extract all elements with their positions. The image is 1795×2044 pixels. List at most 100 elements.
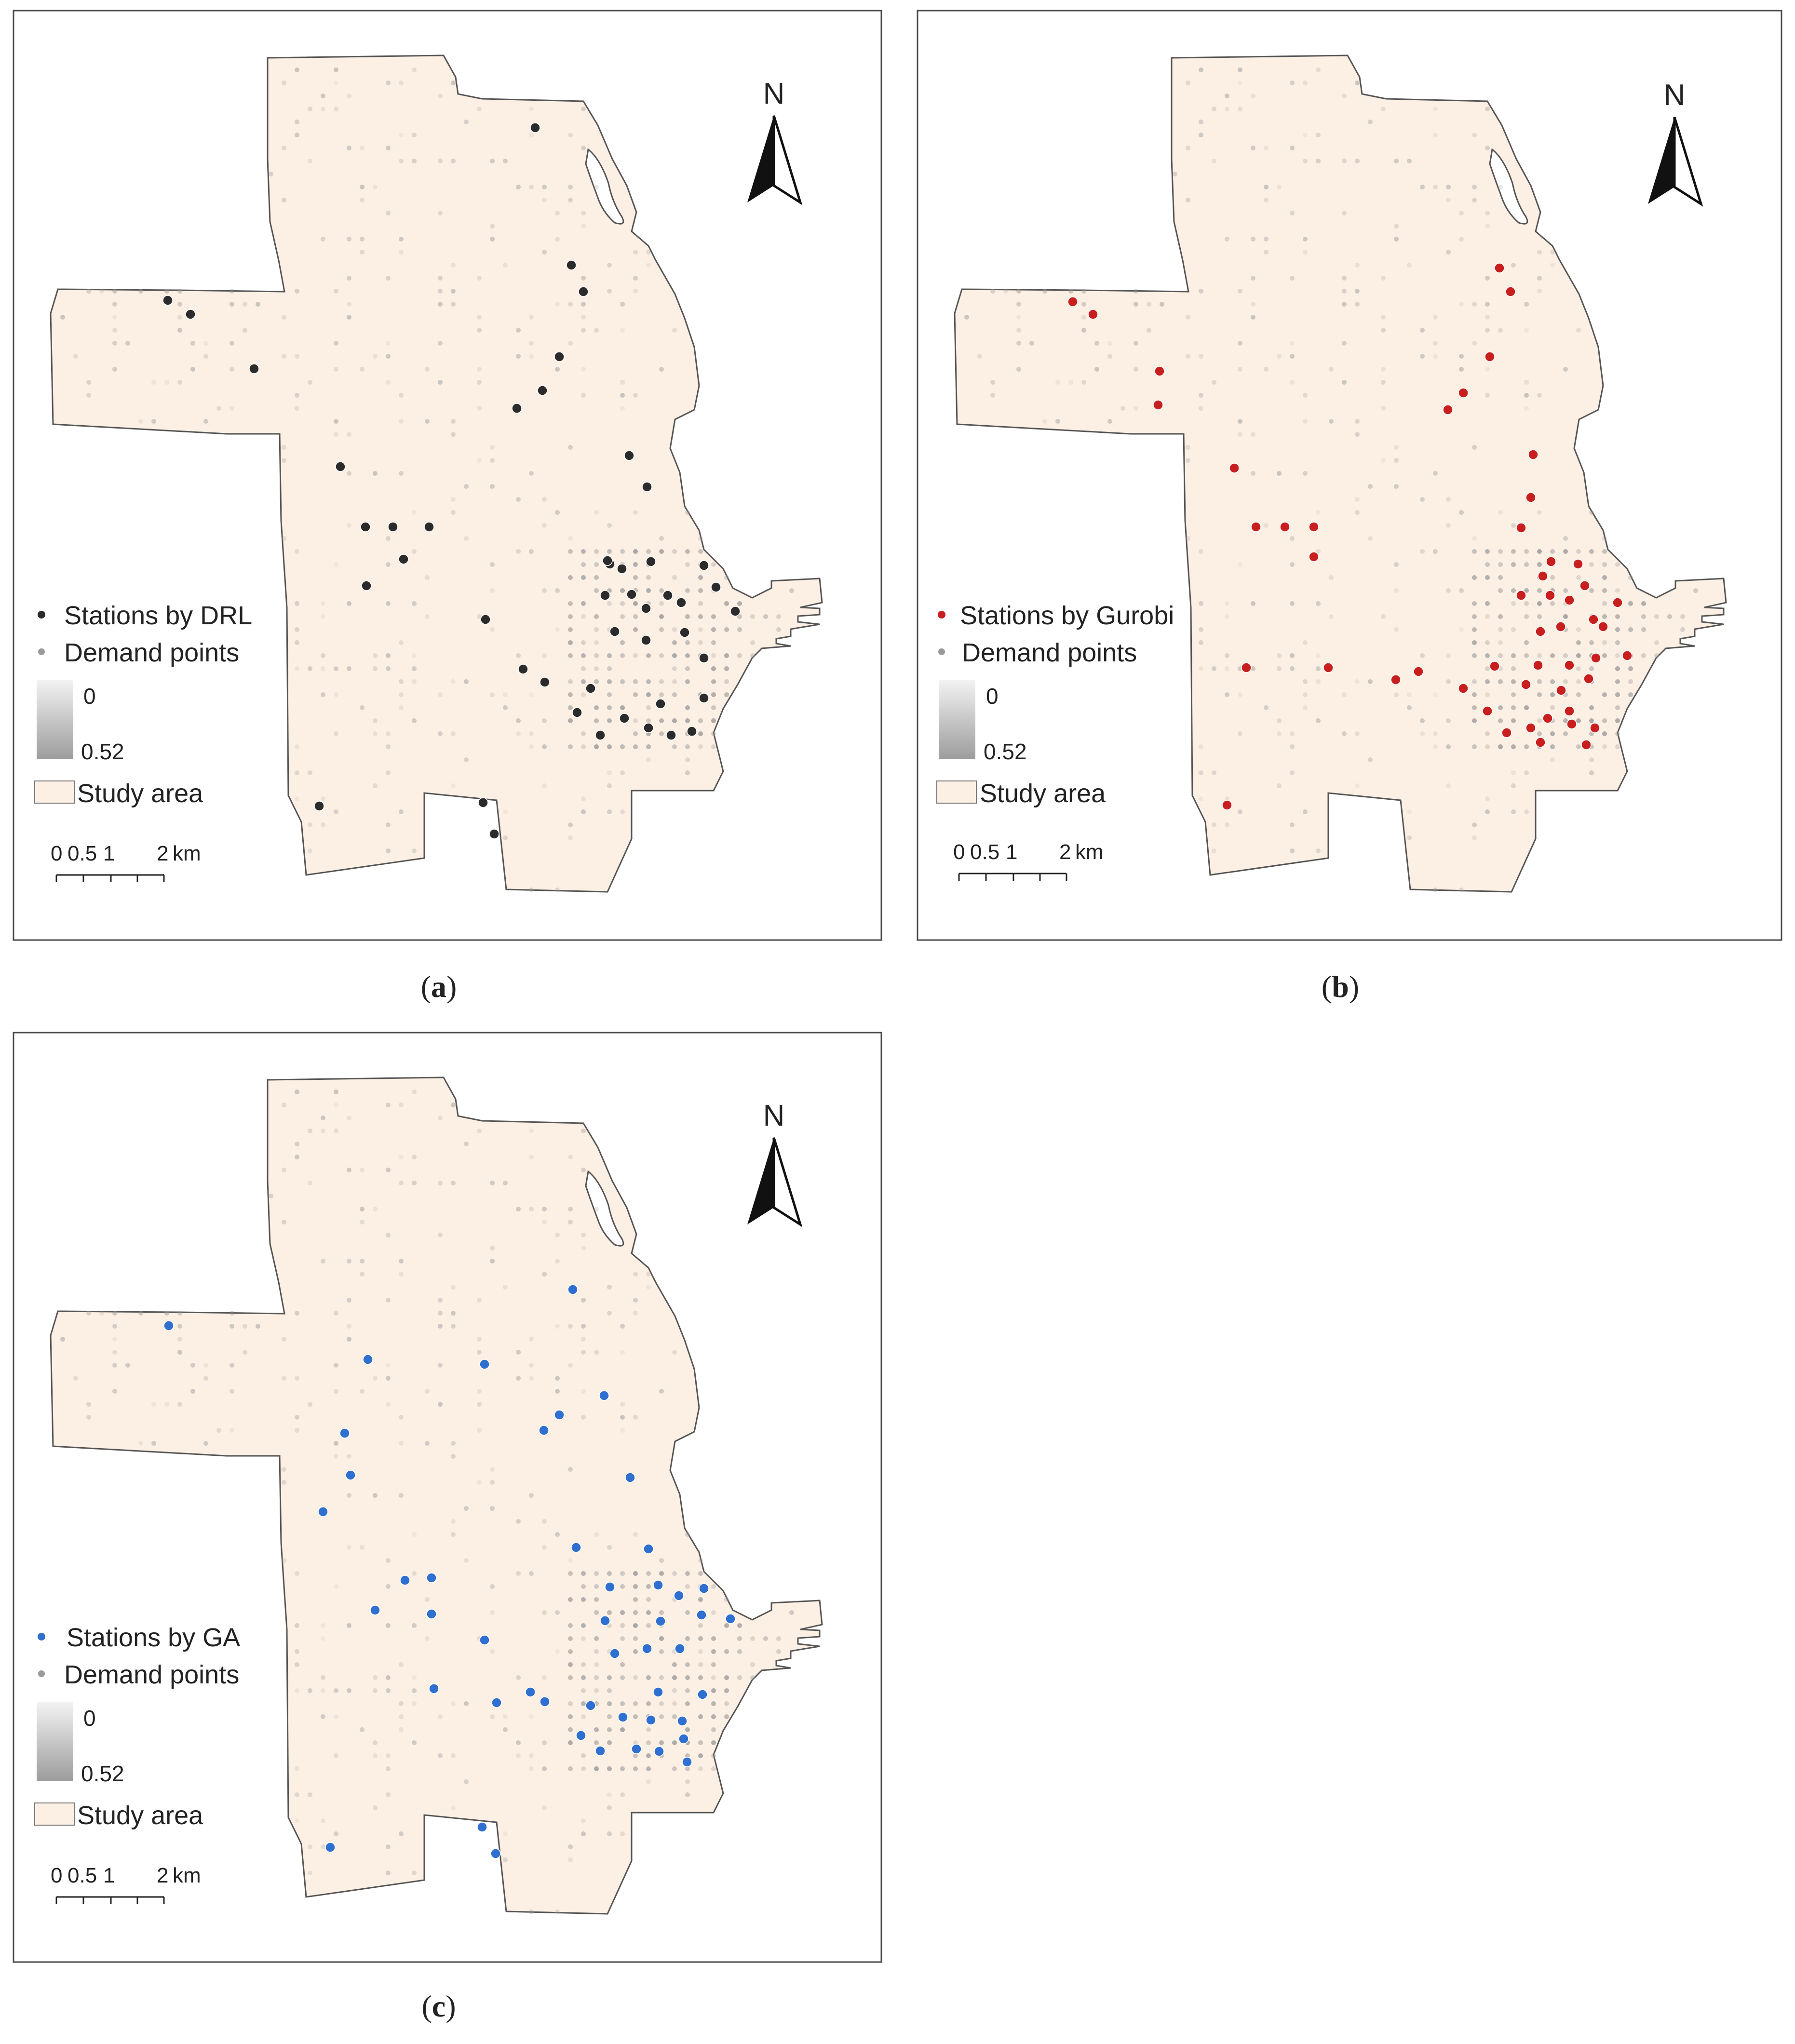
demand-point	[399, 809, 404, 814]
demand-point	[1550, 731, 1555, 736]
demand-point	[1316, 718, 1321, 723]
demand-point	[425, 575, 430, 580]
demand-point	[308, 1129, 312, 1133]
demand-point	[685, 1610, 690, 1615]
demand-point	[412, 679, 417, 684]
demand-point	[1498, 627, 1503, 632]
demand-point	[1394, 237, 1399, 242]
demand-point	[555, 302, 560, 307]
demand-point	[1225, 822, 1229, 827]
demand-point	[490, 627, 495, 632]
demand-point	[711, 1662, 716, 1667]
demand-point	[1472, 601, 1477, 606]
demand-point	[1524, 640, 1529, 645]
demand-point	[1251, 432, 1255, 437]
demand-point	[386, 1363, 391, 1368]
demand-point	[516, 185, 521, 189]
demand-point	[1485, 640, 1490, 645]
demand-point	[360, 250, 364, 255]
station-point	[600, 590, 610, 601]
station-point	[479, 1635, 490, 1645]
station-point	[595, 1746, 606, 1756]
demand-point	[1472, 185, 1477, 189]
demand-point	[568, 1571, 573, 1576]
demand-point	[399, 1155, 404, 1159]
demand-point	[1537, 250, 1542, 255]
demand-point	[659, 614, 664, 619]
demand-point	[425, 1636, 430, 1641]
demand-point	[386, 1298, 391, 1303]
demand-point	[581, 211, 586, 215]
demand-point	[412, 1675, 417, 1680]
demand-point	[399, 237, 404, 242]
demand-point	[347, 523, 351, 528]
demand-point	[1342, 276, 1347, 281]
demand-point	[763, 1636, 768, 1641]
demand-point	[451, 1701, 456, 1706]
demand-point	[1068, 380, 1073, 385]
demand-point	[1654, 614, 1659, 619]
station-points	[163, 1284, 736, 1859]
demand-point	[1498, 185, 1503, 189]
demand-point	[477, 1129, 482, 1133]
station-point	[1067, 296, 1078, 307]
demand-point	[1290, 848, 1295, 853]
demand-point	[1472, 744, 1477, 749]
demand-point	[399, 640, 404, 645]
demand-point	[1264, 705, 1269, 710]
demand-point	[529, 1493, 534, 1498]
demand-point	[334, 432, 338, 437]
demand-point	[646, 1753, 651, 1758]
legend-demand-symbol	[38, 648, 45, 655]
station-point	[600, 1615, 610, 1626]
demand-point	[1264, 523, 1269, 528]
demand-point	[620, 809, 625, 814]
demand-point	[360, 146, 364, 150]
demand-point	[1446, 497, 1451, 502]
demand-point	[451, 510, 456, 515]
station-point	[1583, 673, 1594, 684]
demand-point	[633, 510, 638, 515]
demand-point	[594, 1571, 599, 1576]
demand-point	[1094, 367, 1099, 372]
demand-point	[386, 1688, 391, 1693]
demand-point	[1303, 237, 1308, 242]
demand-point	[646, 1701, 651, 1706]
demand-point	[412, 1623, 417, 1628]
demand-point	[594, 562, 599, 567]
demand-point	[490, 692, 495, 697]
demand-point	[620, 1636, 625, 1641]
demand-point	[581, 601, 586, 606]
demand-point	[282, 1558, 286, 1563]
demand-point	[1615, 718, 1620, 723]
demand-point	[1199, 133, 1203, 137]
demand-point	[334, 1363, 338, 1368]
demand-point	[685, 757, 690, 762]
demand-point	[555, 1610, 560, 1615]
demand-point	[1472, 198, 1477, 202]
legend-study-area-swatch	[34, 780, 75, 804]
demand-point	[1342, 302, 1347, 307]
demand-point	[282, 146, 286, 150]
demand-point	[1316, 601, 1321, 606]
demand-point	[490, 445, 495, 450]
demand-point	[1537, 614, 1542, 619]
demand-point	[334, 1103, 338, 1107]
demand-point	[607, 770, 612, 775]
demand-point	[1225, 666, 1229, 671]
legend-station-symbol	[38, 1633, 45, 1641]
demand-point	[1498, 744, 1503, 749]
demand-point	[685, 705, 690, 710]
demand-point	[633, 692, 638, 697]
demand-point	[386, 1844, 391, 1849]
demand-point	[776, 1636, 781, 1641]
demand-point	[1381, 367, 1386, 372]
demand-point	[685, 1675, 690, 1680]
station-point	[318, 1506, 328, 1517]
demand-point	[1225, 107, 1229, 111]
demand-point	[724, 601, 729, 606]
demand-point	[685, 744, 690, 749]
demand-point	[412, 549, 417, 554]
demand-point	[1511, 718, 1516, 723]
station-point	[479, 1359, 490, 1370]
